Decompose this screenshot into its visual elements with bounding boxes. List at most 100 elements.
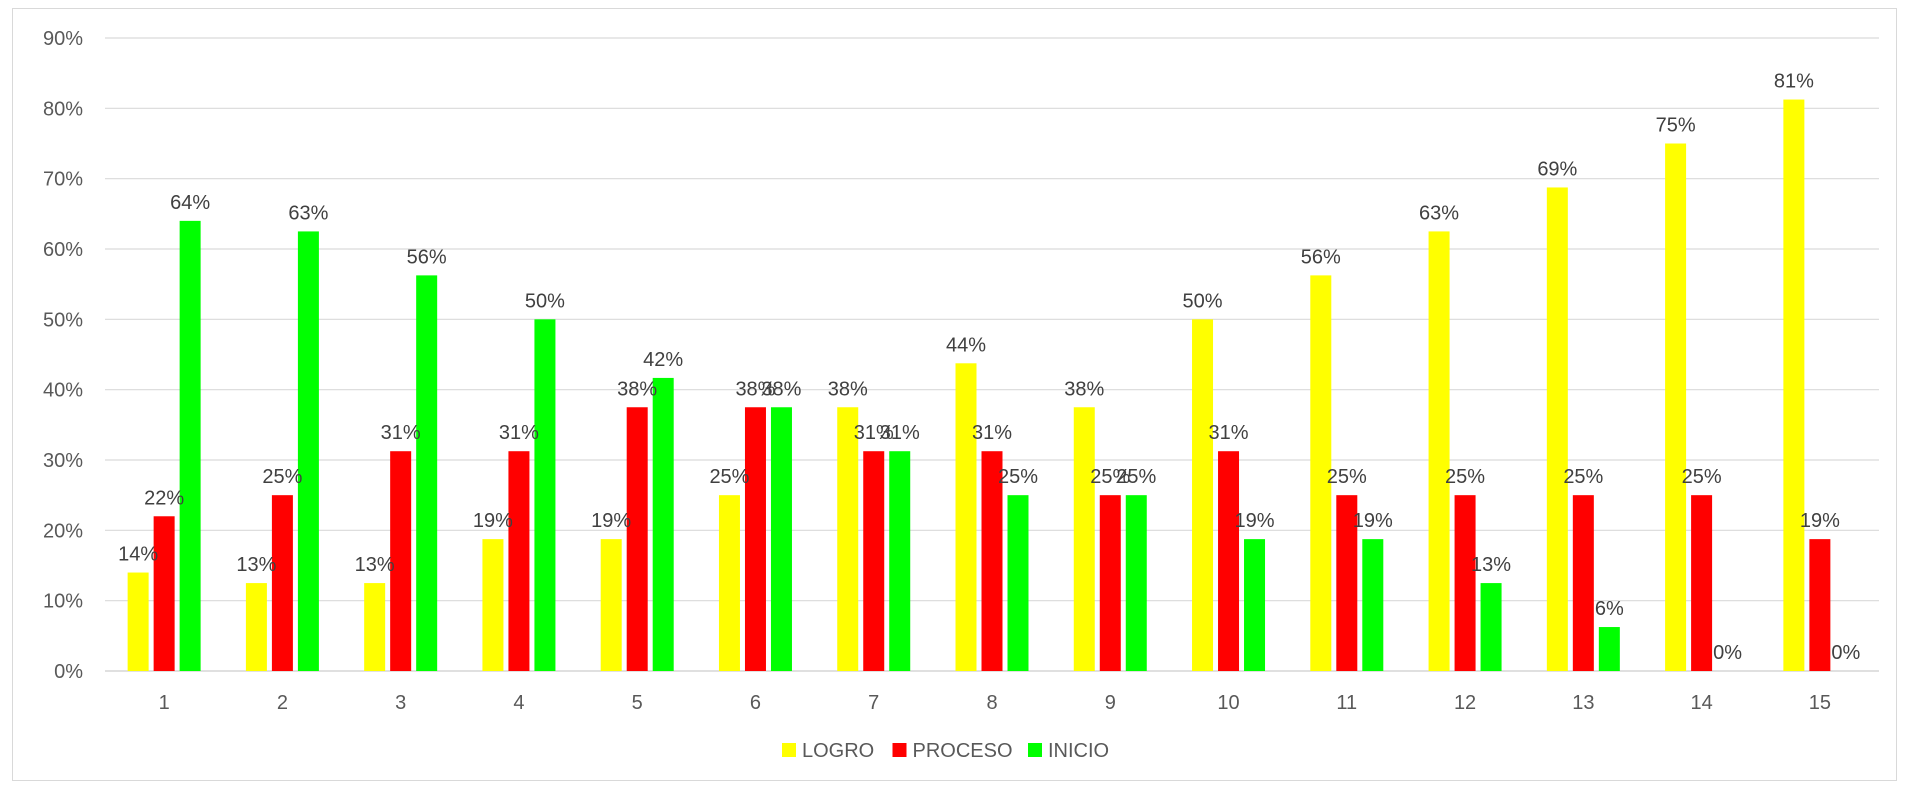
data-label-proceso-9: 25% xyxy=(1090,466,1130,488)
data-label-inicio-15: 0% xyxy=(1831,642,1860,664)
y-tick-label: 0% xyxy=(54,661,83,683)
x-tick-label: 15 xyxy=(1809,692,1831,714)
x-tick-label: 12 xyxy=(1454,692,1476,714)
data-label-logro-9: 38% xyxy=(1064,378,1104,400)
bar-proceso-4 xyxy=(508,451,530,671)
legend-swatch-logro xyxy=(782,743,796,757)
bar-logro-13 xyxy=(1546,187,1568,672)
bar-inicio-11 xyxy=(1362,539,1384,671)
y-tick-label: 90% xyxy=(43,28,83,50)
data-label-logro-12: 63% xyxy=(1419,202,1459,224)
data-label-inicio-8: 25% xyxy=(998,466,1038,488)
legend-swatch-proceso xyxy=(892,743,907,757)
bar-logro-1 xyxy=(127,572,149,671)
data-label-proceso-15: 19% xyxy=(1800,510,1840,532)
bar-logro-3 xyxy=(364,583,386,671)
data-label-logro-3: 13% xyxy=(355,554,395,576)
y-tick-label: 80% xyxy=(43,98,83,120)
bar-logro-8 xyxy=(955,363,977,671)
data-label-inicio-3: 56% xyxy=(407,246,447,268)
bar-proceso-9 xyxy=(1099,495,1121,671)
x-tick-label: 3 xyxy=(395,692,406,714)
data-label-proceso-8: 31% xyxy=(972,422,1012,444)
bars xyxy=(127,99,1831,672)
bar-proceso-1 xyxy=(153,516,175,671)
data-label-proceso-11: 25% xyxy=(1327,466,1367,488)
bar-logro-11 xyxy=(1310,275,1332,671)
bar-proceso-3 xyxy=(390,451,412,671)
x-tick-label: 8 xyxy=(986,692,997,714)
data-label-logro-7: 38% xyxy=(828,378,868,400)
data-label-inicio-6: 38% xyxy=(761,378,801,400)
data-label-inicio-10: 19% xyxy=(1235,510,1275,532)
bar-inicio-8 xyxy=(1007,495,1029,671)
data-label-proceso-5: 38% xyxy=(617,378,657,400)
x-tick-label: 5 xyxy=(632,692,643,714)
legend-label-logro: LOGRO xyxy=(802,740,874,762)
bar-proceso-10 xyxy=(1218,451,1240,671)
data-label-inicio-7: 31% xyxy=(880,422,920,444)
bar-proceso-12 xyxy=(1454,495,1476,671)
bar-inicio-12 xyxy=(1480,583,1502,671)
bar-inicio-6 xyxy=(770,407,792,671)
data-label-inicio-11: 19% xyxy=(1353,510,1393,532)
data-label-proceso-12: 25% xyxy=(1445,466,1485,488)
bar-logro-12 xyxy=(1428,231,1450,671)
legend-swatch-inicio xyxy=(1028,743,1042,757)
bar-logro-7 xyxy=(837,407,859,671)
x-tick-label: 11 xyxy=(1336,692,1357,714)
x-tick-label: 10 xyxy=(1217,692,1239,714)
data-label-inicio-2: 63% xyxy=(288,202,328,224)
bar-inicio-4 xyxy=(534,319,556,671)
chart-area: 0% 10% 20% 30% 40% 50% 60% 70% 80% 90% 14% 22% 64% 1… xyxy=(12,8,1897,781)
data-label-logro-2: 13% xyxy=(236,554,276,576)
bar-chart: 0%10%20%30%40%50%60%70%80%90% 14%22%64%1… xyxy=(43,28,1879,762)
data-label-logro-5: 19% xyxy=(591,510,631,532)
data-label-logro-15: 81% xyxy=(1774,71,1814,93)
x-axis-ticks: 1 2 3 4 5 6 7 8 9 10 11 12 13 14 15 xyxy=(159,692,1831,714)
bar-proceso-5 xyxy=(626,407,648,671)
data-label-inicio-5: 42% xyxy=(643,349,683,371)
x-tick-label: 1 xyxy=(159,692,170,714)
bar-logro-10 xyxy=(1192,319,1214,671)
bar-inicio-9 xyxy=(1125,495,1147,671)
bar-logro-14 xyxy=(1665,143,1687,671)
data-label-inicio-9: 25% xyxy=(1116,466,1156,488)
x-tick-label: 7 xyxy=(868,692,879,714)
bar-inicio-7 xyxy=(889,451,911,671)
data-label-logro-6: 25% xyxy=(709,466,749,488)
bar-proceso-2 xyxy=(271,495,293,671)
data-label-logro-4: 19% xyxy=(473,510,513,532)
data-label-inicio-14: 0% xyxy=(1713,642,1742,664)
data-label-proceso-14: 25% xyxy=(1682,466,1722,488)
data-label-logro-8: 44% xyxy=(946,334,986,356)
bar-proceso-14 xyxy=(1691,495,1713,671)
bar-inicio-1 xyxy=(179,220,201,671)
bar-logro-4 xyxy=(482,539,504,671)
y-tick-label: 50% xyxy=(43,309,83,331)
data-label-proceso-4: 31% xyxy=(499,422,539,444)
data-label-inicio-13: 6% xyxy=(1595,598,1624,620)
y-tick-label: 30% xyxy=(43,450,83,472)
y-axis-ticks: 0% 10% 20% 30% 40% 50% 60% 70% 80% 90% xyxy=(43,28,83,683)
x-tick-label: 13 xyxy=(1572,692,1594,714)
data-label-proceso-10: 31% xyxy=(1209,422,1249,444)
data-label-inicio-12: 13% xyxy=(1471,554,1511,576)
y-tick-label: 60% xyxy=(43,239,83,261)
bar-proceso-13 xyxy=(1572,495,1594,671)
y-tick-label: 70% xyxy=(43,169,83,191)
x-tick-label: 2 xyxy=(277,692,288,714)
legend-label-inicio: INICIO xyxy=(1048,740,1109,762)
data-label-proceso-7: 31% xyxy=(854,422,894,444)
data-label-logro-11: 56% xyxy=(1301,246,1341,268)
x-tick-label: 6 xyxy=(750,692,761,714)
data-label-proceso-13: 25% xyxy=(1563,466,1603,488)
data-label-logro-1: 14% xyxy=(118,544,158,566)
data-label-logro-14: 75% xyxy=(1656,115,1696,137)
data-label-proceso-1: 22% xyxy=(144,487,184,509)
bar-inicio-3 xyxy=(416,275,438,671)
data-label-proceso-3: 31% xyxy=(381,422,421,444)
bar-proceso-8 xyxy=(981,451,1003,671)
legend-label-proceso: PROCESO xyxy=(913,740,1013,762)
bar-logro-9 xyxy=(1073,407,1095,671)
